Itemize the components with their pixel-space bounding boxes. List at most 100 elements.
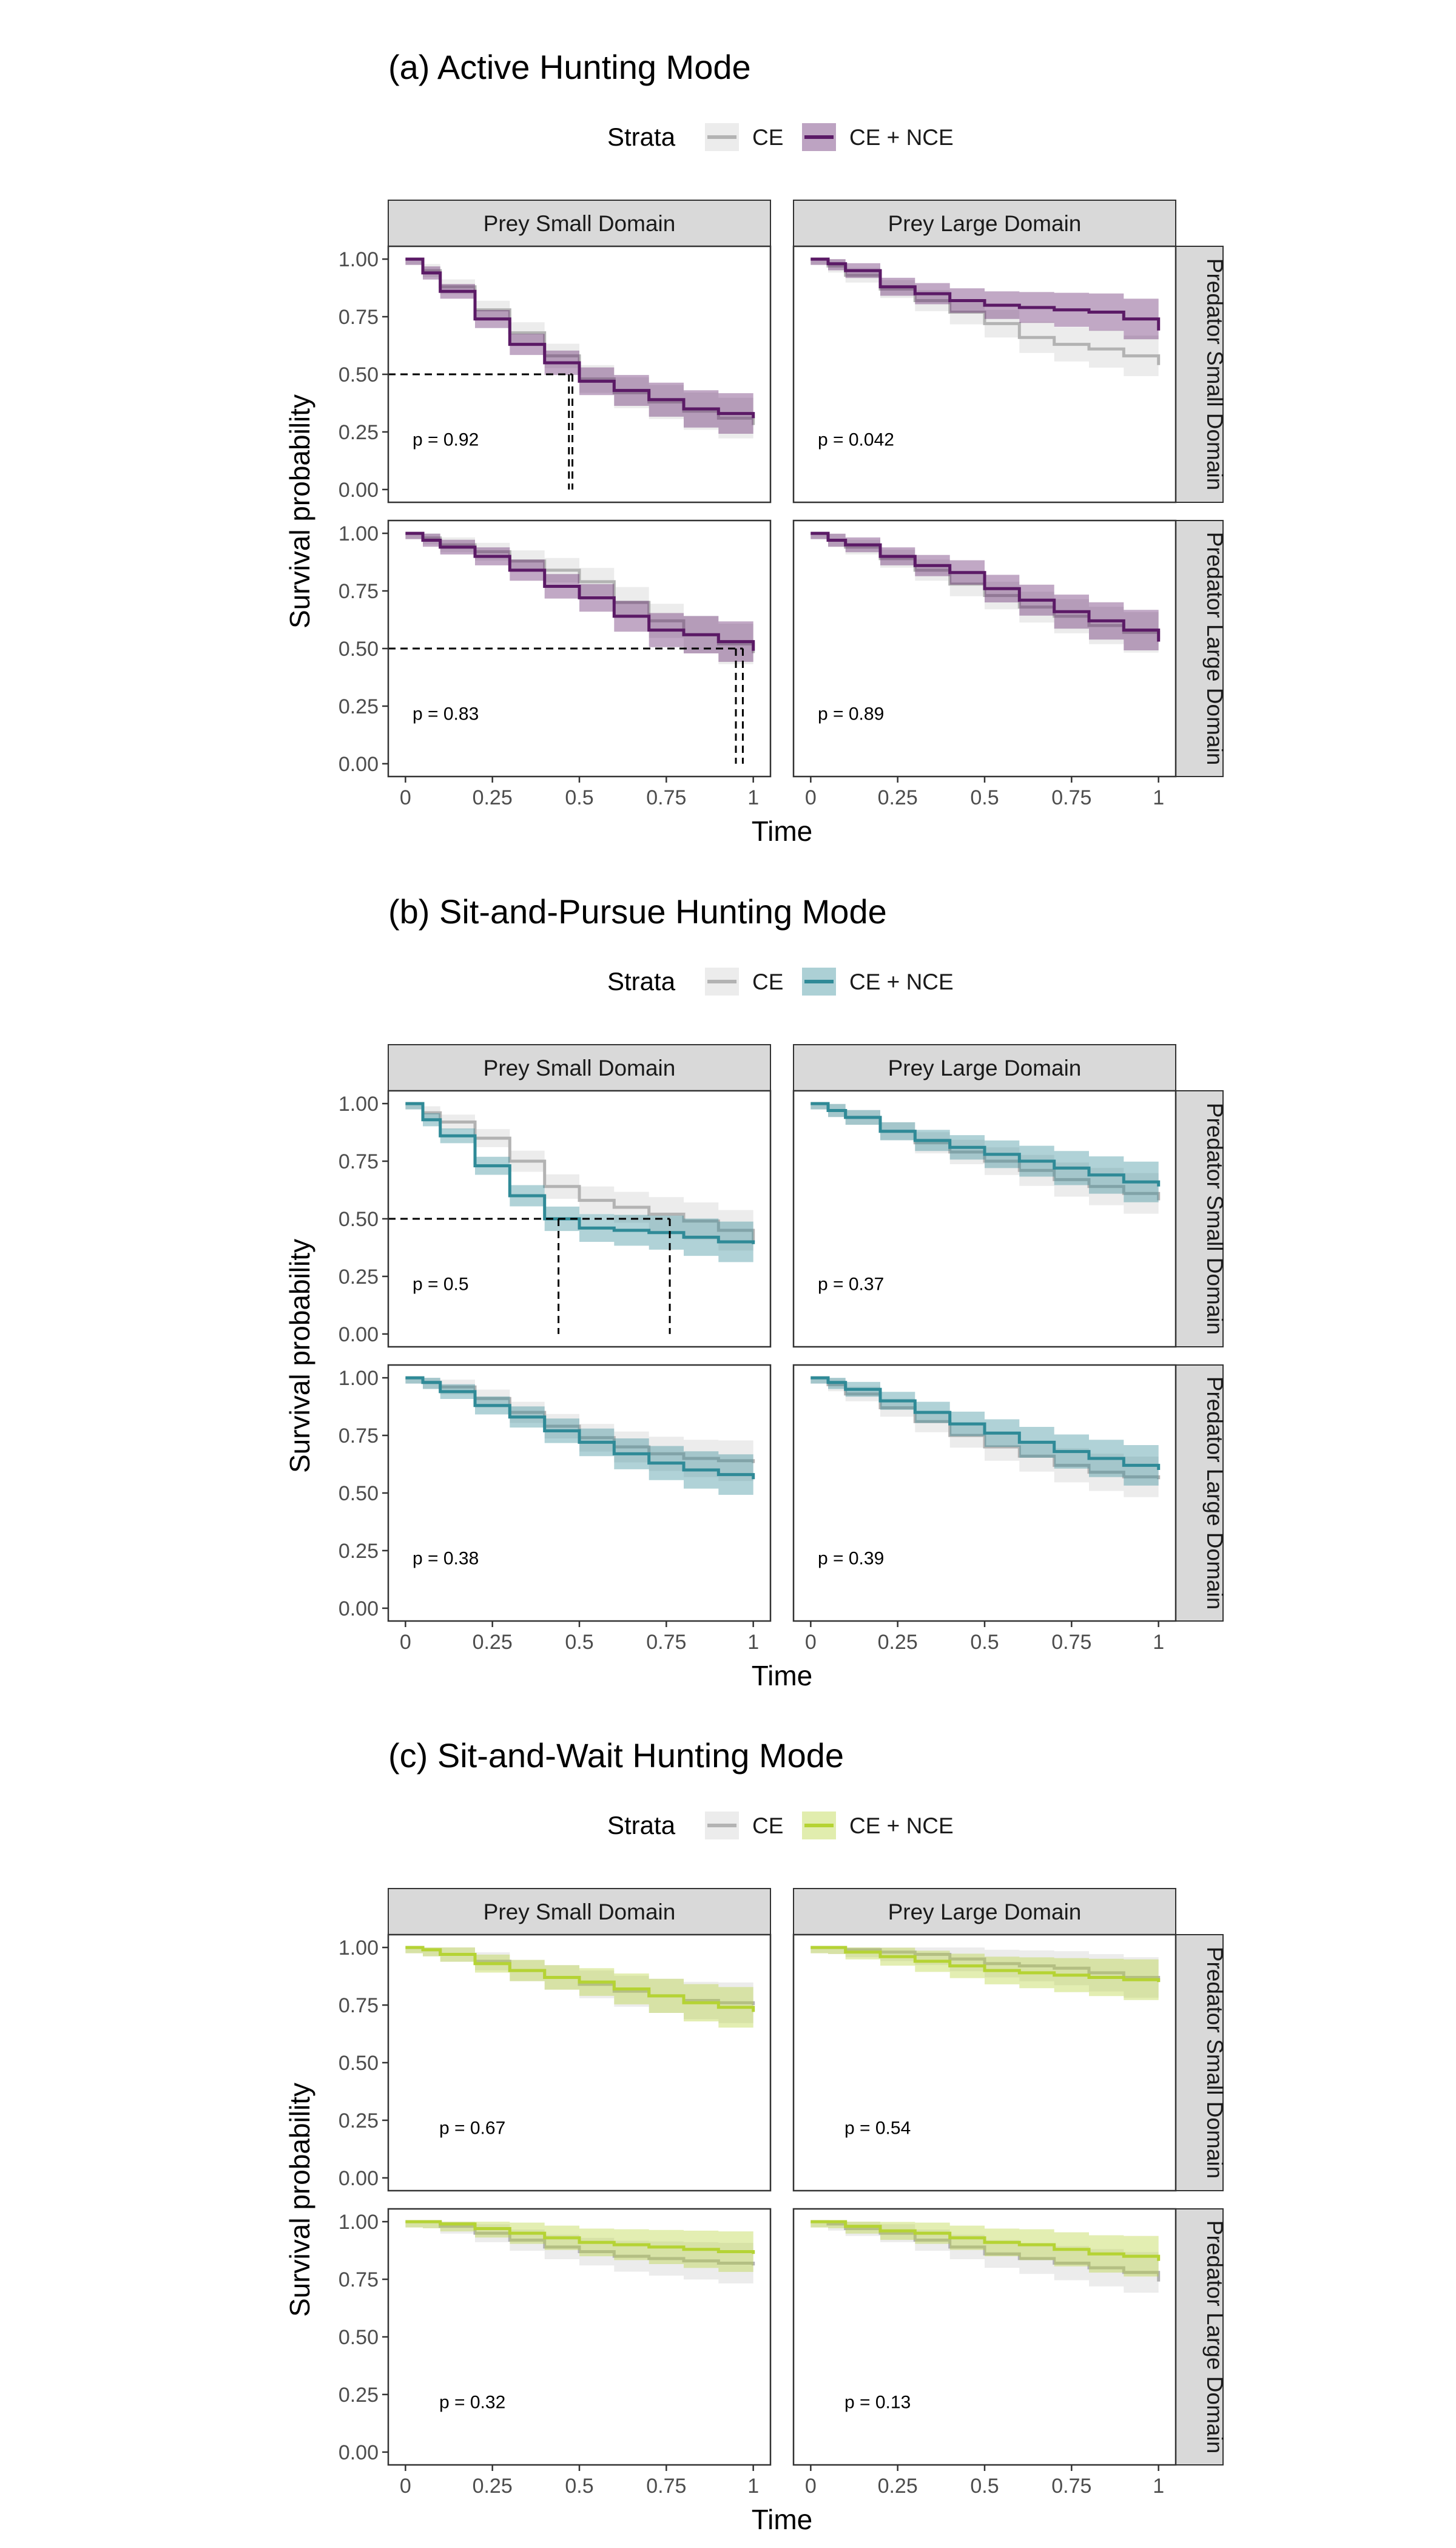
x-tick-label: 0 xyxy=(805,2475,817,2498)
column-strip-label: Prey Small Domain xyxy=(484,211,676,236)
y-tick-label: 1.00 xyxy=(339,1936,379,1960)
x-tick-label: 0.75 xyxy=(646,786,686,809)
x-tick-label: 1 xyxy=(1153,2475,1164,2498)
p-value-label: p = 0.89 xyxy=(818,704,884,724)
panel: p = 0.39 0 0.25 0.5 0.75 1 xyxy=(792,1364,1177,1654)
ce-nce-survival-curve xyxy=(405,257,755,419)
ce-survival-curve xyxy=(811,257,1161,365)
legend-title: Strata xyxy=(607,967,676,996)
x-tick-label: 0.25 xyxy=(473,1631,513,1654)
x-axis-title: Time xyxy=(752,2504,813,2535)
panel-background xyxy=(794,246,1176,502)
ce-nce-confidence-band xyxy=(811,1947,1159,2004)
x-tick-label: 0.5 xyxy=(970,2475,999,2498)
p-value-label: p = 0.13 xyxy=(844,2393,911,2413)
column-strip xyxy=(793,1044,1176,1091)
panel: p = 0.13 0 0.25 0.5 0.75 1 xyxy=(792,2208,1177,2498)
legend-label-ce: CE xyxy=(752,1813,783,1838)
y-tick-label: 0.25 xyxy=(339,421,379,444)
x-tick-label: 0.5 xyxy=(970,786,999,809)
x-tick-label: 0.25 xyxy=(878,1631,918,1654)
x-axis-title: Time xyxy=(752,1660,813,1691)
y-tick-label: 1.00 xyxy=(339,1093,379,1116)
panel-background xyxy=(794,1365,1176,1621)
x-tick-label: 0 xyxy=(400,1631,411,1654)
panel: p = 0.54 xyxy=(792,1933,1177,2192)
y-tick-label: 1.00 xyxy=(339,248,379,271)
panel-border xyxy=(792,1090,1177,1348)
row-strip xyxy=(1175,2208,1224,2465)
ce-confidence-band xyxy=(405,2222,753,2288)
ce-nce-survival-curve xyxy=(811,1102,1161,1187)
x-tick-label: 0.5 xyxy=(565,786,593,809)
chart-section-0: (a) Active Hunting Mode Strata CE CE + NCE P… xyxy=(284,48,1227,847)
panel: p = 0.67 0.00 0.25 0.50 0.75 1.00 xyxy=(339,1933,772,2192)
ce-nce-survival-curve xyxy=(811,1376,1161,1470)
ce-nce-survival-curve xyxy=(811,531,1161,642)
y-tick-label: 0.75 xyxy=(339,1424,379,1448)
p-value-label: p = 0.042 xyxy=(818,430,894,450)
y-tick-label: 0.50 xyxy=(339,2052,379,2075)
column-strip xyxy=(793,200,1176,247)
y-axis-title: Survival probability xyxy=(284,2083,315,2317)
y-tick-label: 0.00 xyxy=(339,2441,379,2464)
ce-nce-survival-curve xyxy=(811,257,1161,331)
ce-survival-curve xyxy=(811,1946,1161,1983)
x-tick-label: 0.25 xyxy=(878,786,918,809)
x-tick-label: 0.75 xyxy=(1051,2475,1091,2498)
ce-nce-confidence-band xyxy=(405,1104,753,1266)
row-strip-label: Predator Large Domain xyxy=(1202,1377,1227,1610)
ce-nce-confidence-band xyxy=(405,2222,753,2276)
y-tick-label: 0.00 xyxy=(339,753,379,776)
column-strip-label: Prey Small Domain xyxy=(484,1056,676,1080)
x-tick-label: 1 xyxy=(747,1631,759,1654)
y-tick-label: 0.75 xyxy=(339,306,379,329)
ce-nce-survival-curve xyxy=(405,2220,755,2254)
y-tick-label: 1.00 xyxy=(339,522,379,545)
ce-nce-survival-curve xyxy=(405,531,755,651)
x-tick-label: 0.75 xyxy=(1051,1631,1091,1654)
ce-nce-survival-curve xyxy=(811,1946,1161,1983)
ce-nce-confidence-band xyxy=(811,2222,1159,2283)
y-tick-label: 0.75 xyxy=(339,1994,379,2017)
x-tick-label: 0 xyxy=(805,786,817,809)
y-tick-label: 0.25 xyxy=(339,695,379,718)
p-value-label: p = 0.5 xyxy=(413,1275,469,1295)
chart-section-2: (c) Sit-and-Wait Hunting Mode Strata CE CE … xyxy=(284,1736,1227,2535)
p-value-label: p = 0.67 xyxy=(439,2118,505,2138)
legend-label-nce: CE + NCE xyxy=(849,1813,954,1838)
x-tick-label: 0.25 xyxy=(878,2475,918,2498)
row-strip-label: Predator Large Domain xyxy=(1202,532,1227,766)
x-tick-label: 0.5 xyxy=(565,1631,593,1654)
legend-title: Strata xyxy=(607,123,676,151)
row-strip-label: Predator Large Domain xyxy=(1202,2220,1227,2454)
y-tick-label: 0.25 xyxy=(339,1540,379,1563)
ce-nce-confidence-band xyxy=(405,1947,753,2034)
row-strip xyxy=(1175,246,1224,503)
ce-nce-confidence-band xyxy=(811,533,1159,664)
ce-nce-survival-curve xyxy=(405,1102,755,1244)
ce-nce-survival-curve xyxy=(811,2220,1161,2261)
y-tick-label: 0.00 xyxy=(339,2167,379,2190)
row-strip xyxy=(1175,520,1224,777)
row-strip xyxy=(1175,1090,1224,1347)
chart-section-1: (b) Sit-and-Pursue Hunting Mode Strata CE C… xyxy=(284,892,1227,1691)
panel-background xyxy=(388,1365,770,1621)
x-tick-label: 0.75 xyxy=(646,2475,686,2498)
ce-confidence-band xyxy=(405,1104,753,1264)
chart-title: (a) Active Hunting Mode xyxy=(388,48,751,86)
panel: p = 0.89 0 0.25 0.5 0.75 1 xyxy=(792,519,1177,809)
y-tick-label: 0.50 xyxy=(339,363,379,386)
ce-survival-curve xyxy=(405,2220,755,2266)
panel: p = 0.32 0.00 0.25 0.50 0.75 1.00 0 0.25 0.5 0.75… xyxy=(339,2208,772,2498)
y-tick-label: 0.25 xyxy=(339,2384,379,2407)
y-tick-label: 0.50 xyxy=(339,638,379,661)
y-tick-label: 0.00 xyxy=(339,1597,379,1620)
x-tick-label: 1 xyxy=(747,2475,759,2498)
x-tick-label: 1 xyxy=(1153,786,1164,809)
p-value-label: p = 0.39 xyxy=(818,1549,884,1569)
p-value-label: p = 0.92 xyxy=(413,430,479,450)
x-tick-label: 0 xyxy=(400,786,411,809)
y-tick-label: 0.75 xyxy=(339,2268,379,2291)
